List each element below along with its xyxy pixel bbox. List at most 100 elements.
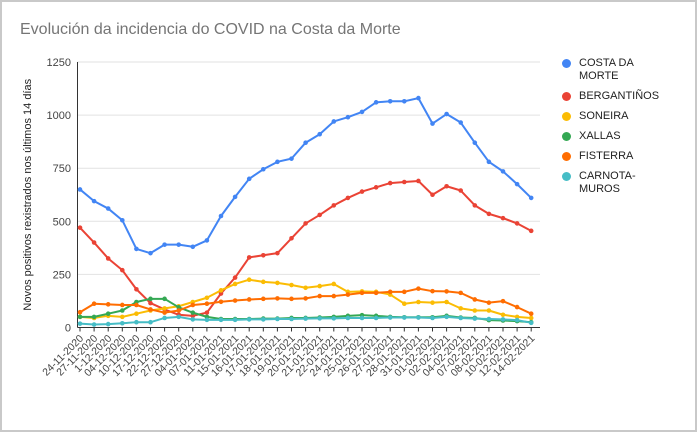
data-point[interactable] bbox=[528, 195, 534, 201]
data-point[interactable] bbox=[359, 109, 365, 115]
data-point[interactable] bbox=[162, 296, 167, 302]
data-point[interactable] bbox=[275, 159, 280, 165]
data-point[interactable] bbox=[176, 308, 181, 313]
data-point[interactable] bbox=[148, 296, 153, 302]
data-point[interactable] bbox=[430, 192, 435, 198]
data-point[interactable] bbox=[373, 185, 379, 190]
data-point[interactable] bbox=[261, 296, 266, 302]
data-point[interactable] bbox=[359, 315, 365, 321]
data-point[interactable] bbox=[261, 279, 266, 285]
data-point[interactable] bbox=[232, 298, 238, 303]
data-point[interactable] bbox=[105, 321, 111, 327]
data-point[interactable] bbox=[134, 311, 139, 316]
data-point[interactable] bbox=[331, 293, 337, 299]
data-point[interactable] bbox=[232, 281, 238, 287]
data-point[interactable] bbox=[190, 310, 196, 315]
data-point[interactable] bbox=[472, 140, 478, 146]
data-point[interactable] bbox=[120, 308, 125, 313]
data-point[interactable] bbox=[373, 290, 379, 296]
data-point[interactable] bbox=[91, 240, 97, 245]
data-point[interactable] bbox=[289, 156, 294, 161]
data-point[interactable] bbox=[77, 225, 83, 230]
data-point[interactable] bbox=[204, 317, 210, 323]
data-point[interactable] bbox=[458, 306, 464, 311]
data-point[interactable] bbox=[331, 281, 337, 287]
data-point[interactable] bbox=[176, 242, 181, 247]
data-point[interactable] bbox=[105, 311, 111, 316]
data-point[interactable] bbox=[77, 321, 83, 326]
data-point[interactable] bbox=[91, 314, 97, 320]
data-point[interactable] bbox=[162, 306, 167, 311]
data-point[interactable] bbox=[148, 250, 153, 256]
data-point[interactable] bbox=[402, 98, 407, 104]
data-point[interactable] bbox=[528, 228, 534, 234]
data-point[interactable] bbox=[331, 316, 337, 321]
data-point[interactable] bbox=[387, 315, 393, 320]
data-point[interactable] bbox=[472, 203, 478, 208]
data-point[interactable] bbox=[303, 296, 308, 301]
data-point[interactable] bbox=[120, 217, 125, 223]
data-point[interactable] bbox=[416, 95, 421, 101]
data-point[interactable] bbox=[303, 140, 308, 146]
data-point[interactable] bbox=[176, 314, 181, 320]
data-point[interactable] bbox=[500, 317, 506, 322]
data-point[interactable] bbox=[218, 299, 224, 305]
data-point[interactable] bbox=[387, 98, 393, 104]
data-point[interactable] bbox=[120, 267, 125, 273]
data-point[interactable] bbox=[105, 206, 111, 211]
data-point[interactable] bbox=[91, 322, 97, 327]
data-point[interactable] bbox=[345, 292, 351, 297]
data-point[interactable] bbox=[218, 291, 224, 296]
data-point[interactable] bbox=[261, 252, 266, 258]
data-point[interactable] bbox=[120, 302, 125, 308]
data-point[interactable] bbox=[430, 315, 435, 321]
series-costa-da-morte[interactable] bbox=[77, 95, 534, 256]
series-fisterra[interactable] bbox=[77, 286, 534, 316]
data-point[interactable] bbox=[528, 320, 534, 326]
data-point[interactable] bbox=[472, 297, 478, 302]
data-point[interactable] bbox=[190, 317, 196, 322]
data-point[interactable] bbox=[246, 317, 252, 322]
data-point[interactable] bbox=[246, 255, 252, 260]
data-point[interactable] bbox=[345, 114, 351, 120]
data-point[interactable] bbox=[232, 317, 238, 323]
data-point[interactable] bbox=[416, 178, 421, 184]
data-point[interactable] bbox=[472, 308, 478, 313]
data-point[interactable] bbox=[359, 189, 365, 194]
data-point[interactable] bbox=[134, 286, 139, 292]
data-point[interactable] bbox=[77, 187, 83, 192]
data-point[interactable] bbox=[416, 315, 421, 320]
data-point[interactable] bbox=[303, 316, 308, 321]
data-point[interactable] bbox=[416, 299, 421, 305]
data-point[interactable] bbox=[218, 288, 224, 293]
series-berganti-os[interactable] bbox=[77, 178, 534, 319]
data-point[interactable] bbox=[514, 314, 520, 320]
data-point[interactable] bbox=[444, 111, 449, 117]
data-point[interactable] bbox=[134, 319, 139, 325]
data-point[interactable] bbox=[190, 302, 196, 308]
data-point[interactable] bbox=[204, 238, 210, 243]
data-point[interactable] bbox=[303, 221, 308, 226]
data-point[interactable] bbox=[500, 298, 506, 304]
data-point[interactable] bbox=[444, 289, 449, 294]
data-point[interactable] bbox=[232, 275, 238, 280]
data-point[interactable] bbox=[148, 300, 153, 306]
data-point[interactable] bbox=[472, 316, 478, 321]
data-point[interactable] bbox=[91, 301, 97, 307]
data-point[interactable] bbox=[317, 212, 323, 218]
data-point[interactable] bbox=[134, 246, 139, 252]
data-point[interactable] bbox=[430, 288, 435, 294]
data-point[interactable] bbox=[246, 297, 252, 302]
data-point[interactable] bbox=[134, 302, 139, 308]
data-point[interactable] bbox=[246, 176, 252, 182]
data-point[interactable] bbox=[317, 316, 323, 321]
data-point[interactable] bbox=[444, 314, 449, 320]
data-point[interactable] bbox=[232, 194, 238, 200]
data-point[interactable] bbox=[317, 293, 323, 299]
data-point[interactable] bbox=[458, 188, 464, 193]
data-point[interactable] bbox=[345, 195, 351, 201]
data-point[interactable] bbox=[331, 203, 337, 208]
data-point[interactable] bbox=[246, 277, 252, 283]
data-point[interactable] bbox=[387, 289, 393, 295]
data-point[interactable] bbox=[500, 312, 506, 318]
